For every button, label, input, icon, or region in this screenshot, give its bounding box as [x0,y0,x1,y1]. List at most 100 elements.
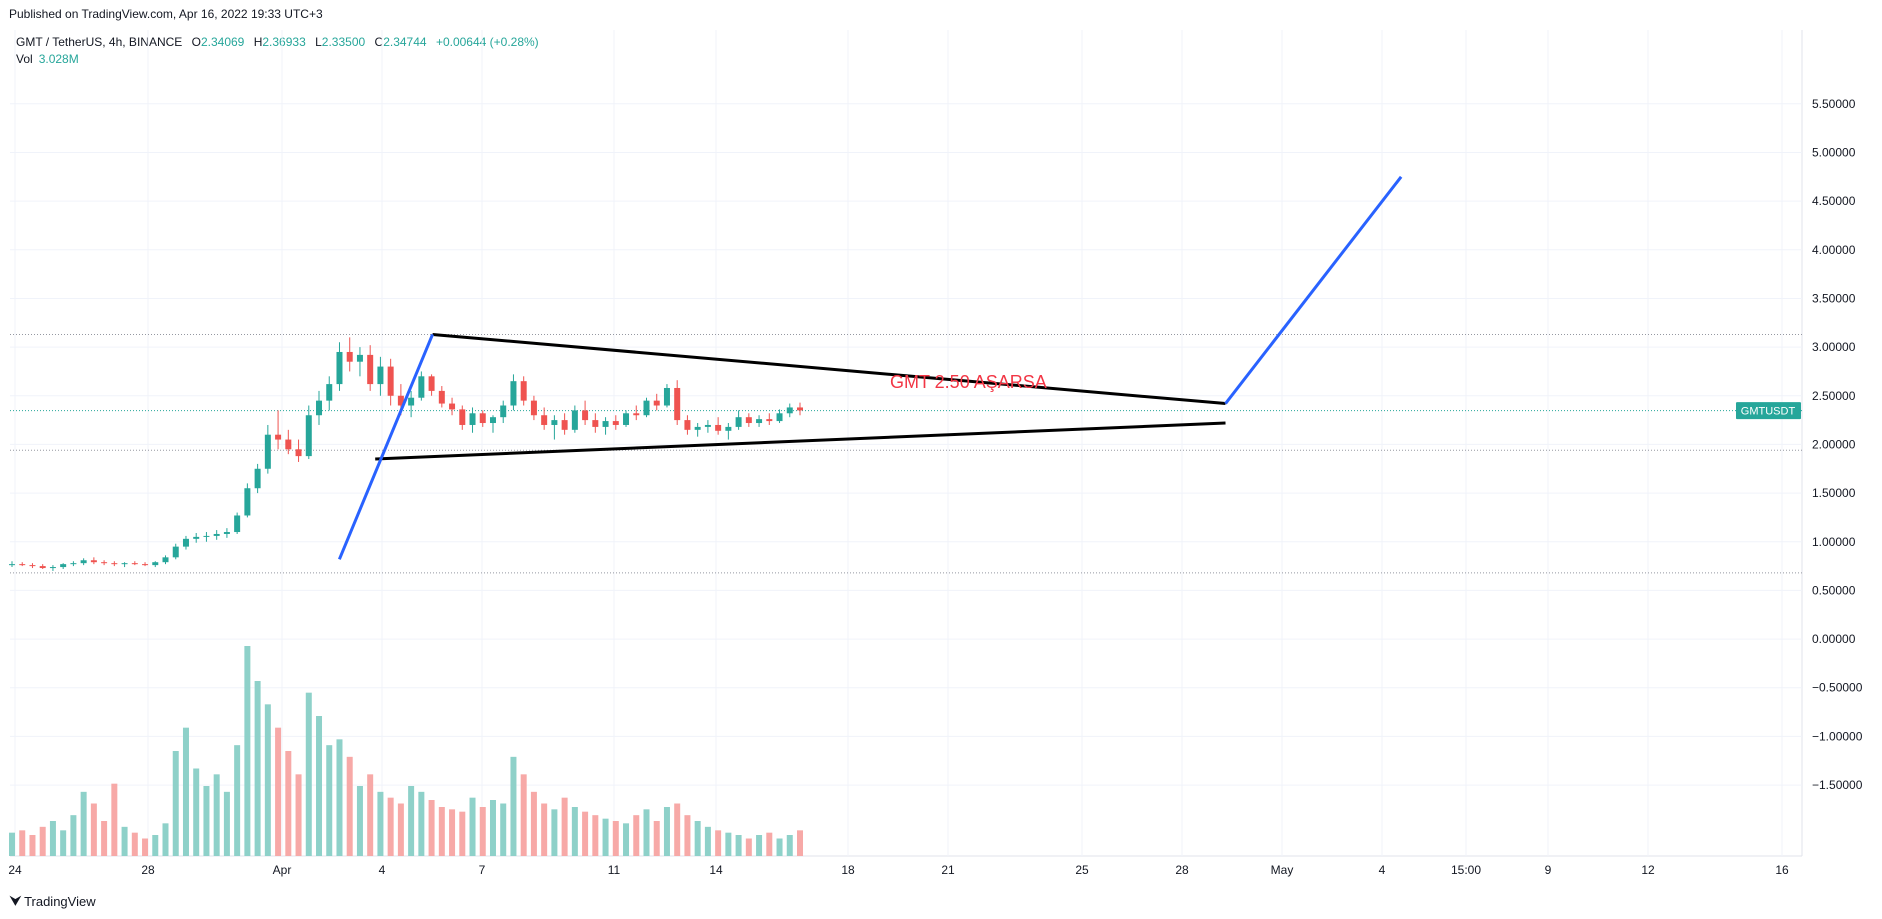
time-tick-label: May [1271,863,1294,877]
volume-bar [316,716,323,856]
volume-bar [9,832,15,856]
volume-bars [9,646,803,856]
time-tick-label: 25 [1075,863,1089,877]
projection-line [1224,175,1403,405]
volume-bar [489,800,496,856]
volume-bar [152,835,159,856]
candle-body [131,563,138,565]
volume-bar [663,807,670,856]
volume-bar [49,821,56,856]
volume-bar [500,803,507,856]
last-price-badge-bg [1736,402,1801,420]
high-value: 2.36933 [262,35,306,49]
candle-body [745,417,752,424]
open-label: O [191,35,201,49]
open-value: 2.34069 [200,35,245,49]
candle-body [9,564,15,566]
tradingview-footer[interactable]: ⮟ TradingView [10,893,96,909]
volume-bar [60,830,67,856]
volume-bar [623,823,630,856]
volume-bar [264,704,271,856]
volume-bar [285,751,292,856]
candle-body [602,421,609,427]
candle-body [694,426,701,430]
candle-body [90,560,97,563]
candle-body [551,420,558,425]
price-tick-label: 2.50000 [1812,389,1856,403]
price-tick-label: 5.00000 [1812,145,1856,159]
volume-bar [459,811,466,856]
time-tick-label: 4 [379,863,386,877]
candle-body [254,468,261,489]
candle-body [725,426,732,431]
symbol-name[interactable]: GMT / TetherUS, 4h, BINANCE [16,35,183,49]
candle-body [500,405,507,418]
volume-bar [39,826,46,856]
candle-body [612,421,619,425]
volume-bar [428,800,435,856]
volume-bar [725,832,732,856]
volume-bar [704,826,711,856]
time-tick-label: 14 [709,863,723,877]
candle-body [797,407,803,411]
price-tick-label: 4.50000 [1812,194,1856,208]
tradingview-logo-icon: ⮟ [10,893,21,908]
volume-bar [387,797,394,856]
candle-body [674,387,681,421]
volume-bar [275,727,282,856]
candle-body [469,413,476,425]
close-value: 2.34744 [383,35,427,49]
triangle-trendline-upper [432,332,1226,406]
candle-body [19,564,26,566]
candle-body [142,564,149,566]
candle-body [786,407,793,414]
candle-body [193,536,200,539]
volume-bar [643,809,650,856]
volume-bar [397,803,404,856]
candlesticks [9,337,803,571]
candle-body [735,417,742,427]
candle-body [213,533,220,536]
volume-bar [756,835,763,856]
candle-body [60,564,67,568]
time-tick-label: 4 [1379,863,1386,877]
time-axis[interactable]: 24 28 Apr 4 7 11 14 18 21 25 28 May 4 15:00 9 12 16 [8,863,1789,877]
candle-body [623,413,630,425]
candle-body [70,563,77,565]
volume-bar [70,815,77,856]
candle-body [39,566,46,569]
volume-bar [745,838,752,856]
candle-body [489,417,496,424]
volume-bar [203,786,210,856]
volume-bar [418,791,425,856]
chart-annotation[interactable]: GMT 2.50 AŞARSA [890,372,1047,392]
volume-bar [510,756,517,856]
price-tick-label: 3.50000 [1812,291,1856,305]
candle-body [234,515,241,533]
candle-body [295,449,302,457]
volume-bar [766,832,773,856]
candle-body [438,390,445,404]
time-tick-label: 9 [1545,863,1552,877]
volume-bar [449,809,456,856]
time-tick-label: 28 [1175,863,1189,877]
low-label: L [315,35,322,49]
volume-bar [90,803,97,856]
candle-body [182,538,189,547]
symbol-legend: GMT / TetherUS, 4h, BINANCE O2.34069 H2.… [16,34,539,68]
trend-drawings[interactable] [337,175,1403,560]
volume-bar [551,809,558,856]
price-axis[interactable]: 5.50000 5.00000 4.50000 4.00000 3.50000 3.000… [1812,97,1863,792]
price-tick-label: 5.50000 [1812,97,1856,111]
candle-body [428,376,435,391]
candle-body [408,397,415,406]
volume-bar [479,807,486,856]
volume-bar [797,830,803,856]
time-tick-label: 18 [841,863,855,877]
volume-bar [254,681,261,856]
candle-body [633,413,640,416]
volume-bar [356,786,363,856]
time-tick-label: 16 [1775,863,1789,877]
price-tick-label: −1.50000 [1812,778,1863,792]
